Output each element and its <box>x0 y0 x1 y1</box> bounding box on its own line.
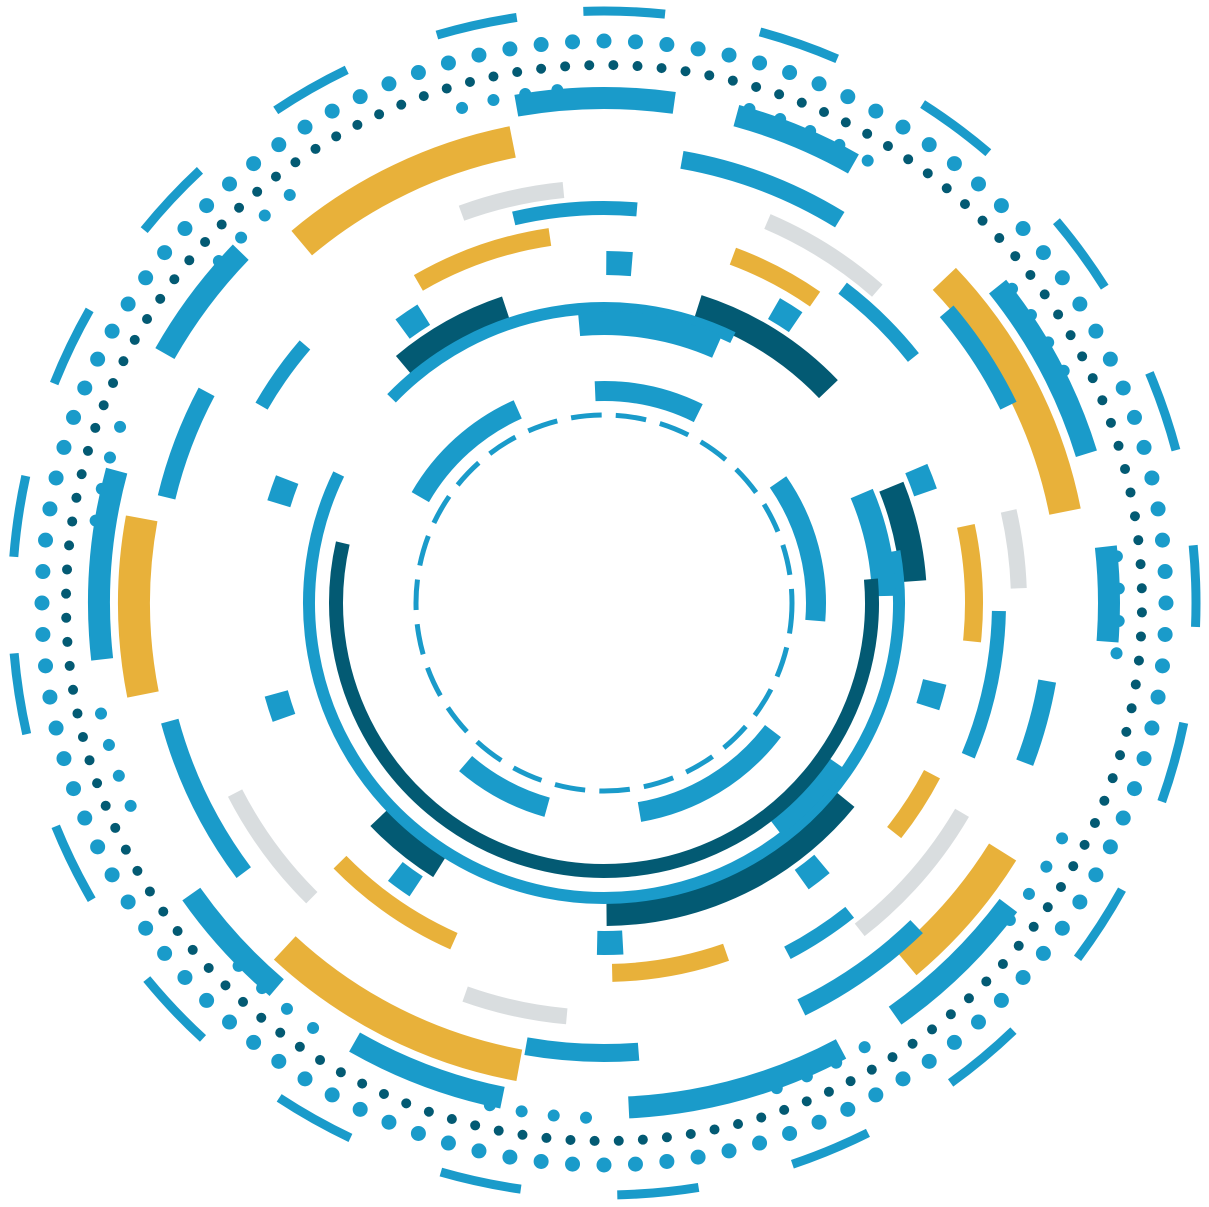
dot-ring <box>60 59 1147 1146</box>
teal-arc-ring <box>281 280 927 926</box>
yellow-arc-ring <box>224 223 983 982</box>
outer-arc-ring <box>88 87 1120 1119</box>
teal-ring <box>329 328 879 878</box>
inner-dash-ring <box>413 412 795 794</box>
inner-arc-ring <box>382 381 826 825</box>
grey-arc-ring <box>181 180 1027 1026</box>
dot-ring <box>34 33 1174 1173</box>
blue-ring <box>303 302 905 904</box>
